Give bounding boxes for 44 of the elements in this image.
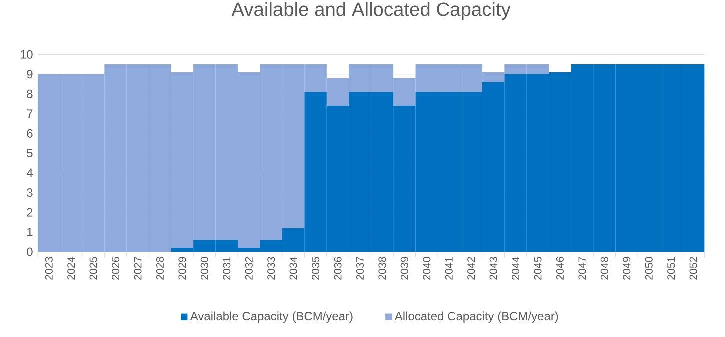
x-tick-label: 2036	[334, 257, 342, 280]
y-tick-label: 3	[27, 188, 33, 198]
x-tick-label: 2042	[468, 257, 476, 280]
x-tick-label: 2033	[268, 257, 276, 280]
y-tick-label: 2	[27, 208, 33, 217]
x-tick-label: 2035	[312, 257, 320, 280]
x-tick-label: 2041	[445, 257, 453, 280]
y-tick-label: 6	[27, 129, 33, 138]
x-tick-label: 2048	[600, 257, 608, 280]
x-tick-label: 2050	[645, 257, 653, 280]
legend-label: Available Capacity (BCM/year)	[190, 312, 353, 323]
x-tick-label: 2024	[68, 257, 76, 280]
x-tick-label: 2032	[245, 257, 253, 280]
x-tick-label: 2028	[156, 257, 164, 280]
x-tick-label: 2029	[178, 257, 186, 280]
x-tick-label: 2039	[400, 257, 408, 280]
y-tick-label: 1	[28, 228, 33, 236]
x-tick-label: 2025	[90, 257, 98, 280]
x-tick-label: 2043	[490, 257, 498, 280]
y-tick-label: 5	[27, 149, 33, 158]
x-tick-label: 2049	[623, 257, 631, 280]
x-tick-label: 2023	[45, 257, 53, 280]
legend-label: Allocated Capacity (BCM/year)	[394, 312, 558, 323]
y-tick-label: 0	[27, 248, 33, 256]
x-tick-label: 2034	[290, 257, 298, 280]
x-tick-label: 2030	[200, 257, 208, 280]
x-tick-label: 2045	[534, 257, 542, 280]
x-tick-label: 2038	[378, 257, 386, 280]
x-tick-label: 2027	[134, 257, 142, 280]
x-tick-label: 2031	[223, 257, 231, 280]
x-tick-label: 2052	[690, 257, 698, 280]
x-tick-label: 2051	[668, 257, 676, 280]
chart-title: Available and Allocated Capacity	[232, 2, 511, 20]
y-tick-label: 8	[27, 90, 33, 98]
y-tick-label: 10	[20, 50, 33, 59]
x-tick-label: 2037	[356, 257, 364, 280]
y-tick-label: 4	[26, 168, 33, 178]
x-tick-label: 2046	[556, 257, 564, 280]
x-tick-label: 2040	[423, 257, 431, 280]
x-tick-label: 2047	[578, 257, 586, 280]
y-tick-label: 9	[27, 70, 33, 79]
x-tick-label: 2044	[512, 257, 520, 280]
x-tick-label: 2026	[112, 257, 120, 280]
y-tick-label: 7	[27, 110, 33, 118]
